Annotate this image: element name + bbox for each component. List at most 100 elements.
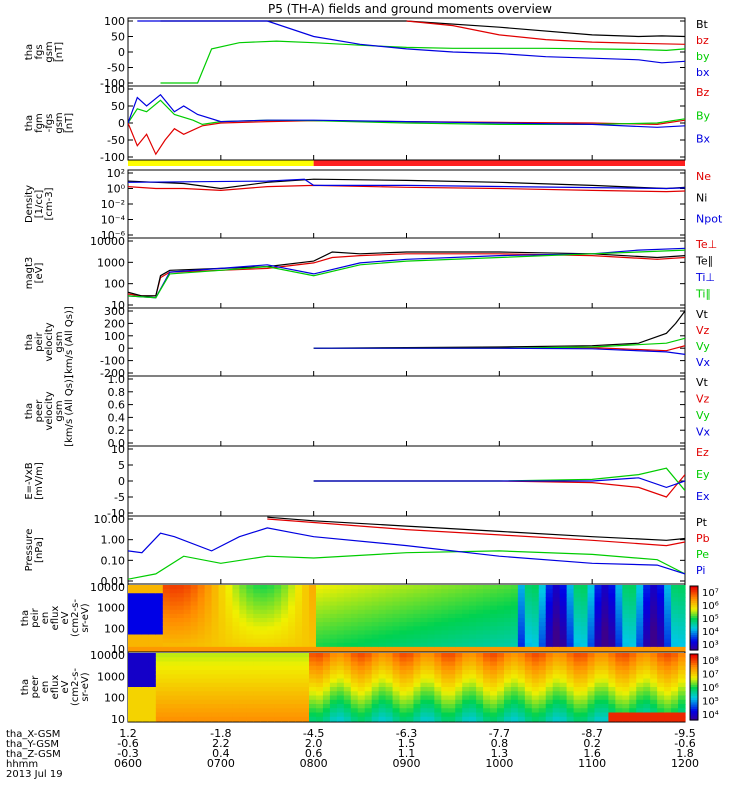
- spectrogram-cell: [329, 622, 338, 627]
- spectrogram-cell: [197, 712, 206, 718]
- spectrogram-cell: [601, 605, 610, 611]
- spectrogram-cell: [364, 691, 373, 697]
- spectrogram-cell: [545, 716, 554, 722]
- spectrogram-cell: [302, 618, 310, 623]
- legend-entry: Npot: [696, 213, 723, 226]
- spectrogram-cell: [260, 704, 268, 709]
- spectrogram-cell: [483, 613, 491, 619]
- spectrogram-cell: [594, 687, 603, 692]
- spectrogram-cell: [580, 630, 589, 636]
- spectrogram-cell: [573, 634, 582, 640]
- spectrogram-cell: [671, 593, 679, 598]
- spectrogram-cell: [239, 609, 247, 615]
- spectrogram-cell: [281, 622, 289, 627]
- spectrogram-cell: [517, 674, 526, 680]
- spectrogram-cell: [678, 622, 686, 627]
- spectrogram-cell: [288, 653, 296, 658]
- spectrogram-cell: [378, 626, 387, 631]
- x-axis-tick-label: -0.6: [674, 737, 695, 750]
- y-axis-label: [nT]: [64, 113, 75, 133]
- spectrogram-cell: [434, 665, 442, 671]
- spectrogram-cell: [190, 585, 199, 590]
- spectrogram-cell: [601, 678, 610, 684]
- spectrogram-cell: [315, 618, 324, 623]
- spectrogram-cell: [134, 593, 143, 598]
- spectrogram-cell: [315, 585, 324, 590]
- spectrogram-cell: [274, 682, 282, 688]
- spectrogram-cell: [343, 682, 352, 688]
- spectrogram-cell: [524, 601, 533, 607]
- spectrogram-cell: [309, 589, 317, 594]
- colorbar-cell: [690, 645, 698, 649]
- spectrogram-cell: [573, 665, 582, 671]
- y-axis-label: peer: [30, 675, 41, 699]
- spectrogram-cell: [671, 638, 679, 644]
- spectrogram-cell: [295, 642, 303, 648]
- spectrogram-cell: [650, 708, 658, 714]
- spectrogram-cell: [406, 585, 415, 590]
- spectrogram-cell: [608, 622, 616, 627]
- spectrogram-cell: [678, 634, 686, 640]
- spectrogram-cell: [657, 589, 665, 594]
- spectrogram-cell: [378, 674, 387, 680]
- spectrogram-cell: [650, 712, 658, 718]
- spectrogram-cell: [288, 682, 296, 688]
- spectrogram-cell: [253, 670, 261, 675]
- y-axis-label: en: [40, 681, 51, 694]
- spectrogram-cell: [448, 665, 456, 671]
- spectrogram-cell: [636, 618, 644, 623]
- spectrogram-cell: [343, 642, 352, 648]
- spectrogram-cell: [615, 695, 623, 701]
- spectrogram-cell: [322, 618, 331, 623]
- spectrogram-cell: [176, 691, 185, 697]
- y-axis-label: eV: [60, 611, 71, 624]
- spectrogram-cell: [636, 704, 644, 709]
- spectrogram-cell: [169, 605, 178, 611]
- spectrogram-cell: [364, 678, 373, 684]
- spectrogram-cell: [664, 605, 672, 611]
- y-tick-label: 100: [104, 622, 125, 635]
- spectrogram-cell: [503, 634, 512, 640]
- spectrogram-cell: [678, 682, 686, 688]
- colorbar-cell: [690, 676, 698, 679]
- spectrogram-cell: [455, 609, 463, 615]
- spectrogram-cell: [601, 657, 610, 663]
- spectrogram-cell: [434, 634, 442, 640]
- spectrogram-cell: [497, 622, 505, 627]
- spectrogram-cell: [309, 704, 317, 709]
- spectrogram-cell: [128, 646, 136, 652]
- spectrogram-cell: [364, 665, 373, 671]
- spectrogram-cell: [455, 605, 463, 611]
- spectrogram-cell: [253, 712, 261, 718]
- y-tick-label: 10: [111, 299, 125, 312]
- spectrogram-cell: [622, 585, 630, 590]
- spectrogram-cell: [664, 657, 672, 663]
- spectrogram-cell: [503, 712, 512, 718]
- spectrogram-cell: [399, 605, 408, 611]
- spectrogram-cell: [636, 661, 644, 667]
- spectrogram-cell: [552, 678, 561, 684]
- spectrogram-cell: [434, 618, 442, 623]
- x-axis-tick-label: 1.2: [119, 727, 137, 740]
- spectrogram-cell: [545, 661, 554, 667]
- x-axis-tick-label: -1.8: [210, 727, 231, 740]
- spectrogram-cell: [267, 597, 275, 603]
- spectrogram-cell: [455, 670, 463, 675]
- spectrogram-cell: [510, 665, 519, 671]
- spectrogram-cell: [441, 585, 449, 590]
- spectrogram-cell: [148, 585, 157, 590]
- spectrogram-cell: [552, 634, 561, 640]
- spectrogram-cell: [162, 585, 171, 590]
- spectrogram-cell: [246, 605, 254, 611]
- spectrogram-cell: [274, 630, 282, 636]
- x-axis-tick-label: 2.0: [305, 737, 323, 750]
- spectrogram-cell: [427, 593, 435, 598]
- spectrogram-cell: [664, 699, 672, 705]
- spectrogram-cell: [253, 716, 261, 722]
- spectrogram-cell: [183, 670, 192, 675]
- spectrogram-cell: [399, 699, 408, 705]
- spectrogram-cell: [134, 638, 143, 644]
- spectrogram-cell: [357, 699, 366, 705]
- spectrogram-cell: [162, 626, 171, 631]
- spectrogram-cell: [413, 622, 422, 627]
